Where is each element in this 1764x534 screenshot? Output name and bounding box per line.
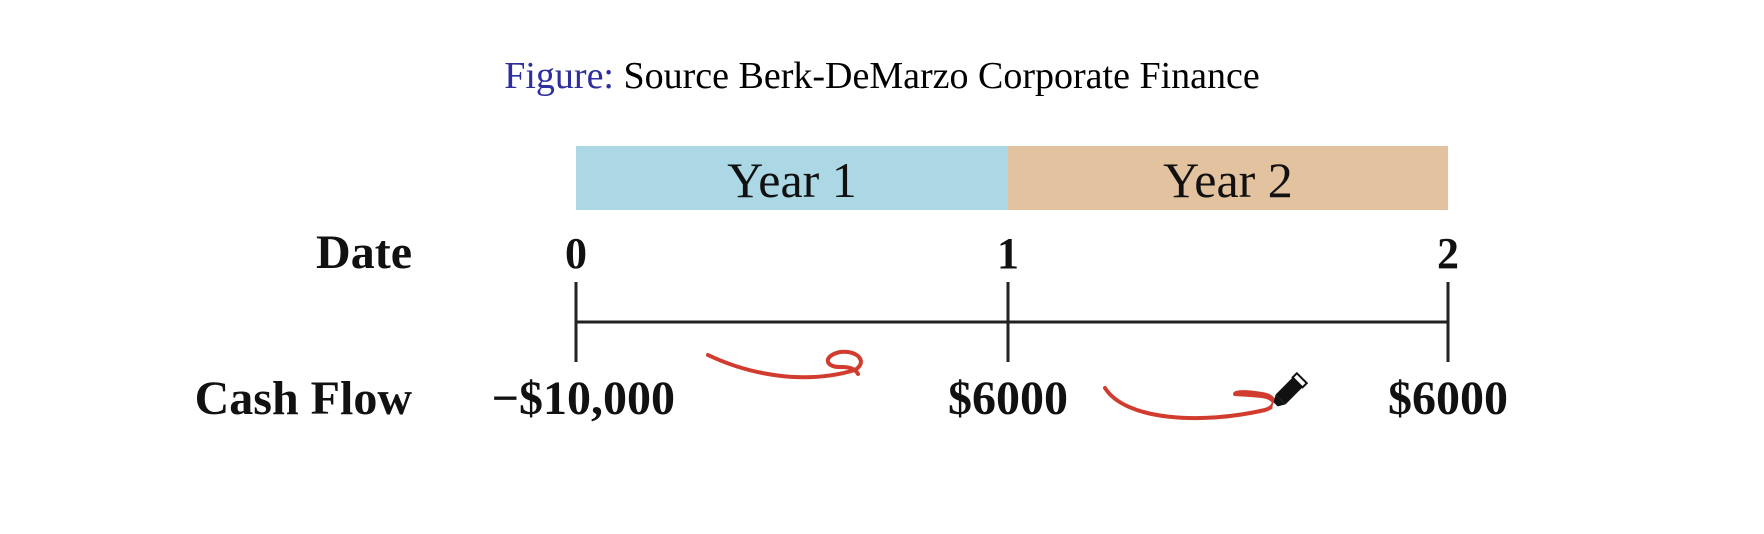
- cash-flow-value-0: −$10,000: [492, 372, 675, 425]
- pencil-icon: [1272, 371, 1309, 408]
- period-bar-year-1: [576, 146, 1008, 210]
- hand-drawn-arrow-2: [1103, 386, 1276, 421]
- cash-flow-value-1: $6000: [948, 372, 1068, 425]
- period-bar-year-2: [1008, 146, 1448, 210]
- figure-caption-text: Source Berk-DeMarzo Corporate Finance: [623, 55, 1260, 97]
- figure-caption: Figure: Source Berk-DeMarzo Corporate Fi…: [0, 54, 1764, 98]
- cash-flow-value-2: $6000: [1388, 372, 1508, 425]
- hand-drawn-arrow-1: [706, 349, 863, 380]
- figure-label: Figure:: [504, 55, 614, 97]
- cash-flow-row-label: Cash Flow: [195, 372, 413, 425]
- period-label-year-1: Year 1: [727, 152, 857, 208]
- timeline-axis: [574, 282, 1450, 362]
- date-tick-label-0: 0: [565, 229, 587, 278]
- date-tick-label-2: 2: [1437, 229, 1459, 278]
- date-tick-label-1: 1: [997, 229, 1019, 278]
- date-row-label: Date: [316, 226, 412, 279]
- period-label-year-2: Year 2: [1163, 152, 1293, 208]
